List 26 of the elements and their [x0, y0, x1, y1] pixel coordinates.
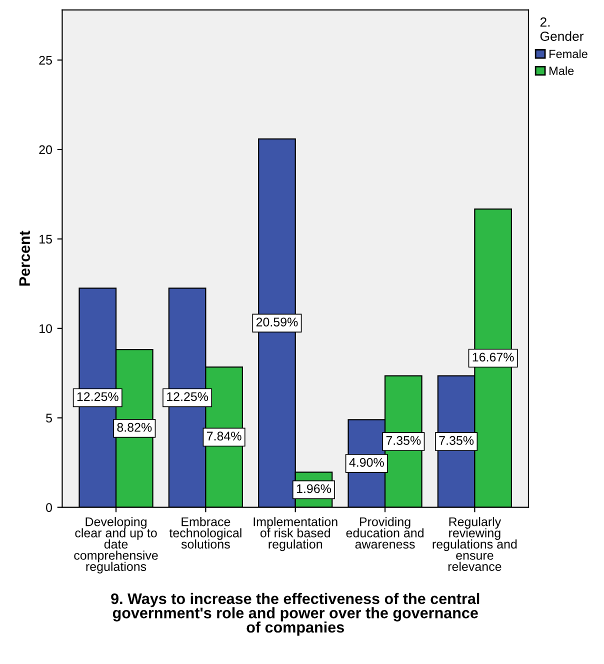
y-tick-label: 15 [40, 234, 52, 244]
x-tick-label: Implementation of risk based regulation [254, 517, 338, 552]
y-tick-label: 25 [39, 56, 52, 65]
y-tick-label: 10 [40, 324, 52, 334]
legend-title: 2. Gender [540, 17, 584, 41]
x-tick-label: Providing education and awareness [346, 517, 424, 549]
y-tick-label: 0 [46, 503, 52, 512]
data-label: 7.84% [206, 432, 242, 441]
data-label: 16.67% [472, 352, 514, 362]
x-tick-label: Embrace technological solutions [169, 517, 242, 549]
y-tick-label: 20 [39, 145, 52, 154]
x-axis-title: 9. Ways to increase the effectiveness of the central government's role and power over the governance of companies [111, 592, 480, 636]
legend-label: Male [550, 66, 574, 76]
x-tick-label: Developing clear and up to date comprehensive regulations [74, 517, 158, 574]
data-label: 7.35% [386, 436, 421, 445]
x-tick-label: Regularly reviewing regulations and ensure relevance [432, 517, 517, 571]
y-tick-label: 5 [46, 414, 52, 422]
data-label: 20.59% [256, 318, 298, 326]
y-axis-title: Percent [19, 230, 30, 286]
data-label: 12.25% [77, 392, 118, 402]
data-label: 7.35% [439, 436, 474, 445]
data-label: 8.82% [117, 422, 152, 432]
data-label: 12.25% [167, 392, 208, 402]
legend-label: Female [550, 49, 588, 58]
data-label: 1.96% [296, 484, 332, 494]
data-label: 4.90% [349, 458, 384, 467]
